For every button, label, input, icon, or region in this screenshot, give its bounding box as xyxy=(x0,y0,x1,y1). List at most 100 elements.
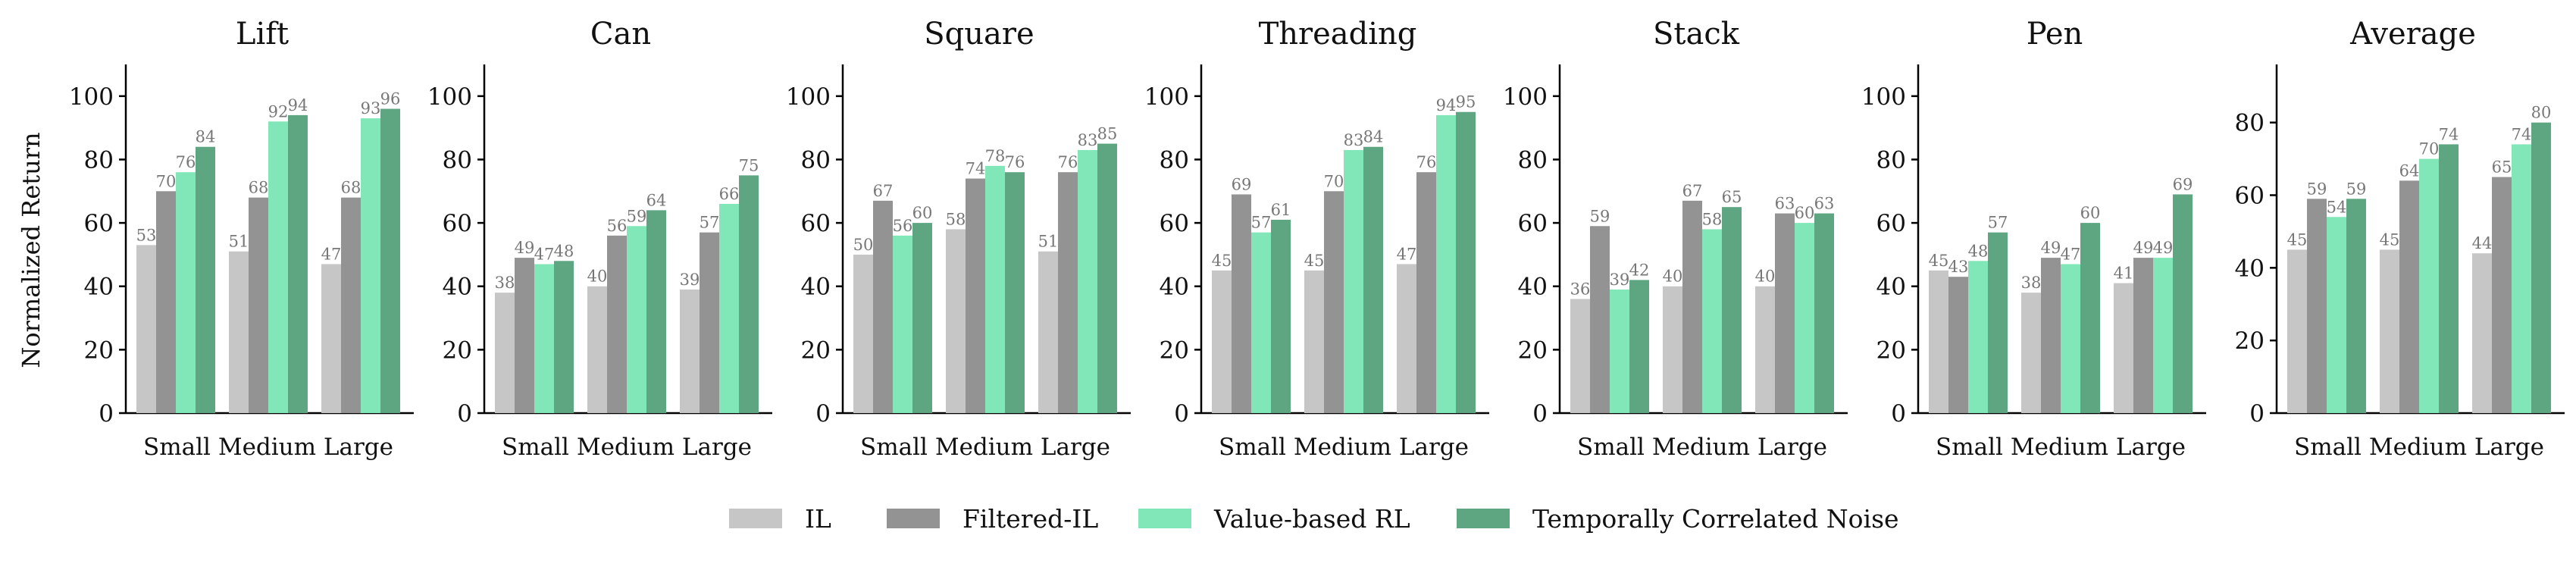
bar xyxy=(534,264,554,413)
bar-value-label: 38 xyxy=(495,274,515,292)
bar xyxy=(2080,223,2100,413)
bar-value-label: 50 xyxy=(853,236,874,254)
y-tick-label: 20 xyxy=(1160,337,1189,364)
bar-value-label: 68 xyxy=(341,179,362,197)
bar xyxy=(1212,270,1232,413)
bar-value-label: 48 xyxy=(1968,242,1989,260)
legend-item: Filtered-IL xyxy=(887,504,1098,534)
bar-value-label: 51 xyxy=(229,233,249,251)
y-tick-label: 60 xyxy=(1518,210,1548,237)
bar-value-label: 40 xyxy=(587,268,608,286)
y-tick-label: 80 xyxy=(801,146,831,174)
bar-value-label: 59 xyxy=(627,207,647,225)
y-tick-label: 20 xyxy=(1518,337,1548,364)
bar-value-label: 56 xyxy=(607,217,628,235)
y-tick-label: 20 xyxy=(801,337,831,364)
y-tick-label: 20 xyxy=(443,337,472,364)
bar xyxy=(1929,270,1948,413)
y-tick-label: 0 xyxy=(99,400,114,428)
bar xyxy=(268,121,288,414)
bar xyxy=(1629,280,1649,413)
bar-value-label: 66 xyxy=(719,185,740,203)
bar-value-label: 67 xyxy=(873,182,894,200)
y-tick-label: 40 xyxy=(1160,274,1189,301)
legend-label: Value-based RL xyxy=(1213,504,1410,534)
bar-value-label: 76 xyxy=(1416,153,1437,171)
bar-value-label: 49 xyxy=(2041,239,2061,257)
bar-value-label: 65 xyxy=(2492,158,2512,177)
bar xyxy=(495,293,515,413)
bar xyxy=(288,114,308,413)
bar xyxy=(2173,194,2193,413)
bar-value-label: 83 xyxy=(1078,131,1098,149)
y-tick-label: 0 xyxy=(457,400,472,428)
bar xyxy=(1988,232,2008,413)
bar-value-label: 44 xyxy=(2472,234,2493,252)
bar-value-label: 39 xyxy=(1610,271,1630,289)
bar-value-label: 64 xyxy=(2399,161,2420,180)
bar xyxy=(587,286,607,413)
bar-value-label: 58 xyxy=(1702,210,1723,228)
bar-value-label: 54 xyxy=(2327,198,2347,216)
x-category-labels: Small Medium Large xyxy=(1219,434,1469,461)
x-category-labels: Small Medium Large xyxy=(143,434,393,461)
panel-title: Lift xyxy=(236,17,289,52)
bar xyxy=(2114,283,2133,413)
panel-average: Average020406080455954594564707444657480… xyxy=(2235,17,2565,461)
bar xyxy=(2133,258,2153,413)
bar-value-label: 60 xyxy=(912,204,933,222)
bar xyxy=(515,258,534,413)
bar-value-label: 53 xyxy=(136,226,157,244)
y-tick-label: 80 xyxy=(1160,146,1189,174)
bar xyxy=(2287,249,2307,413)
bar-value-label: 84 xyxy=(1363,128,1384,146)
y-tick-label: 20 xyxy=(1876,337,1906,364)
chart-legend: IL Filtered-IL Value-based RL Temporally Co… xyxy=(729,504,1899,534)
bar xyxy=(1722,207,1742,413)
y-tick-label: 100 xyxy=(1144,83,1189,111)
x-category-labels: Small Medium Large xyxy=(860,434,1110,461)
y-tick-label: 100 xyxy=(1503,83,1548,111)
bar-value-label: 47 xyxy=(534,245,555,263)
bar-value-label: 58 xyxy=(946,210,966,228)
bar xyxy=(1702,229,1722,413)
bar xyxy=(341,197,361,413)
bar-value-label: 69 xyxy=(1232,175,1252,193)
legend-swatch xyxy=(887,509,940,528)
bar-value-label: 45 xyxy=(1929,252,1949,270)
bar xyxy=(2041,258,2061,413)
bar-value-label: 64 xyxy=(646,191,667,209)
y-tick-label: 40 xyxy=(1876,274,1906,301)
bar xyxy=(1078,149,1097,413)
bar-value-label: 43 xyxy=(1948,258,1969,276)
bar-value-label: 39 xyxy=(680,271,700,289)
y-tick-label: 0 xyxy=(1891,400,1906,428)
legend-item: Value-based RL xyxy=(1138,504,1410,534)
y-tick-label: 80 xyxy=(1876,146,1906,174)
bar-value-label: 76 xyxy=(1005,153,1025,171)
bar xyxy=(946,229,966,413)
bar xyxy=(1755,286,1775,413)
bar-value-label: 83 xyxy=(1344,131,1364,149)
bar-value-label: 38 xyxy=(2021,274,2042,292)
bar-value-label: 48 xyxy=(554,242,574,260)
bar xyxy=(1814,213,1834,413)
y-tick-label: 60 xyxy=(84,210,114,237)
bar-value-label: 51 xyxy=(1038,233,1059,251)
legend-label: Filtered-IL xyxy=(962,504,1098,534)
bar xyxy=(2492,177,2512,413)
legend-swatch xyxy=(1457,509,1510,528)
y-tick-label: 40 xyxy=(1518,274,1548,301)
panel-title: Square xyxy=(924,17,1034,52)
bar-value-label: 45 xyxy=(2380,230,2400,249)
bar-value-label: 76 xyxy=(176,153,196,171)
bar-value-label: 74 xyxy=(2512,125,2532,143)
y-tick-label: 40 xyxy=(801,274,831,301)
bar xyxy=(2399,180,2419,414)
legend-item: IL xyxy=(729,504,831,534)
panel-title: Threading xyxy=(1259,17,1417,52)
bar xyxy=(2439,144,2459,413)
